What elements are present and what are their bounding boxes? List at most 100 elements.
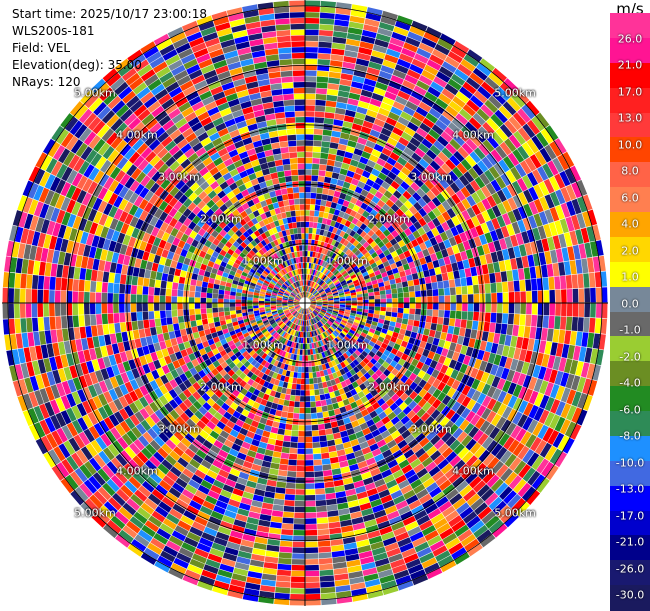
velocity-gate	[293, 413, 300, 419]
velocity-gate	[523, 388, 533, 402]
velocity-gate	[433, 423, 444, 435]
velocity-gate	[345, 266, 352, 273]
velocity-gate	[206, 435, 217, 445]
velocity-gate	[28, 199, 39, 215]
velocity-gate	[486, 374, 495, 386]
velocity-gate	[352, 406, 361, 415]
velocity-gate	[499, 355, 508, 368]
velocity-gate	[276, 318, 282, 324]
velocity-gate	[172, 360, 181, 369]
velocity-gate	[461, 198, 471, 210]
velocity-gate	[306, 314, 308, 320]
velocity-gate	[592, 256, 600, 272]
velocity-gate	[380, 195, 389, 204]
velocity-gate	[350, 210, 357, 218]
velocity-gate	[275, 487, 286, 494]
velocity-gate	[491, 400, 502, 414]
velocity-gate	[461, 311, 468, 320]
velocity-gate	[272, 331, 278, 338]
velocity-gate	[296, 331, 299, 337]
velocity-gate	[565, 373, 575, 389]
velocity-gate	[294, 401, 300, 408]
velocity-gate	[324, 112, 335, 119]
velocity-gate	[342, 225, 349, 233]
velocity-gate	[429, 144, 441, 156]
velocity-gate	[277, 569, 291, 576]
velocity-gate	[114, 511, 129, 525]
velocity-gate	[46, 249, 55, 263]
velocity-gate	[565, 216, 575, 232]
velocity-gate	[145, 416, 156, 428]
velocity-gate	[564, 330, 572, 345]
velocity-gate	[323, 316, 329, 321]
velocity-gate	[290, 335, 295, 342]
velocity-gate	[422, 223, 431, 233]
velocity-gate	[148, 493, 162, 506]
velocity-gate	[576, 376, 586, 393]
velocity-gate	[383, 320, 390, 326]
velocity-gate	[533, 339, 541, 353]
velocity-gate	[562, 151, 575, 168]
velocity-gate	[368, 173, 378, 182]
velocity-gate	[342, 373, 349, 381]
velocity-gate	[330, 54, 344, 62]
velocity-gate	[363, 218, 371, 226]
velocity-gate	[443, 357, 452, 367]
velocity-gate	[49, 192, 60, 207]
velocity-gate	[206, 298, 212, 303]
velocity-gate	[324, 314, 330, 319]
velocity-gate	[351, 324, 358, 330]
velocity-gate	[470, 459, 483, 472]
velocity-gate	[320, 267, 326, 273]
velocity-gate	[307, 320, 310, 326]
velocity-gate	[496, 378, 506, 391]
velocity-gate	[196, 342, 204, 351]
velocity-gate	[380, 16, 397, 26]
velocity-gate	[278, 368, 284, 375]
velocity-gate	[142, 294, 148, 303]
velocity-gate	[141, 447, 153, 460]
velocity-gate	[158, 239, 167, 249]
velocity-gate	[220, 338, 228, 346]
velocity-gate	[352, 256, 359, 263]
velocity-gate	[197, 325, 204, 332]
velocity-gate	[357, 52, 371, 61]
velocity-gate	[571, 407, 582, 424]
velocity-gate	[357, 181, 366, 189]
velocity-gate	[391, 521, 405, 531]
velocity-gate	[283, 318, 289, 324]
velocity-gate	[290, 353, 295, 360]
velocity-gate	[318, 313, 324, 318]
velocity-gate	[206, 420, 216, 430]
velocity-gate	[315, 308, 321, 312]
velocity-gate	[366, 361, 374, 369]
velocity-gate	[334, 485, 345, 493]
velocity-gate	[201, 532, 216, 542]
velocity-gate	[218, 377, 227, 386]
velocity-gate	[484, 283, 491, 294]
velocity-gate	[427, 351, 436, 360]
velocity-gate	[462, 303, 468, 312]
velocity-gate	[234, 272, 242, 278]
velocity-gate	[359, 280, 366, 285]
velocity-gate	[8, 272, 16, 288]
velocity-gate	[327, 294, 333, 297]
velocity-gate	[330, 397, 338, 404]
velocity-gate	[424, 64, 439, 76]
velocity-gate	[325, 200, 332, 208]
velocity-gate	[188, 404, 198, 414]
velocity-gate	[441, 61, 457, 73]
velocity-gate	[322, 317, 328, 323]
velocity-gate	[347, 98, 359, 106]
velocity-gate	[162, 428, 174, 439]
velocity-gate	[477, 160, 489, 173]
velocity-gate	[380, 245, 388, 253]
velocity-gate	[368, 272, 376, 278]
velocity-gate	[196, 319, 203, 326]
velocity-gate	[239, 545, 253, 554]
velocity-gate	[305, 465, 314, 472]
velocity-gate	[460, 319, 467, 329]
velocity-gate	[352, 75, 365, 84]
velocity-gate	[429, 237, 438, 246]
velocity-gate	[337, 502, 349, 510]
